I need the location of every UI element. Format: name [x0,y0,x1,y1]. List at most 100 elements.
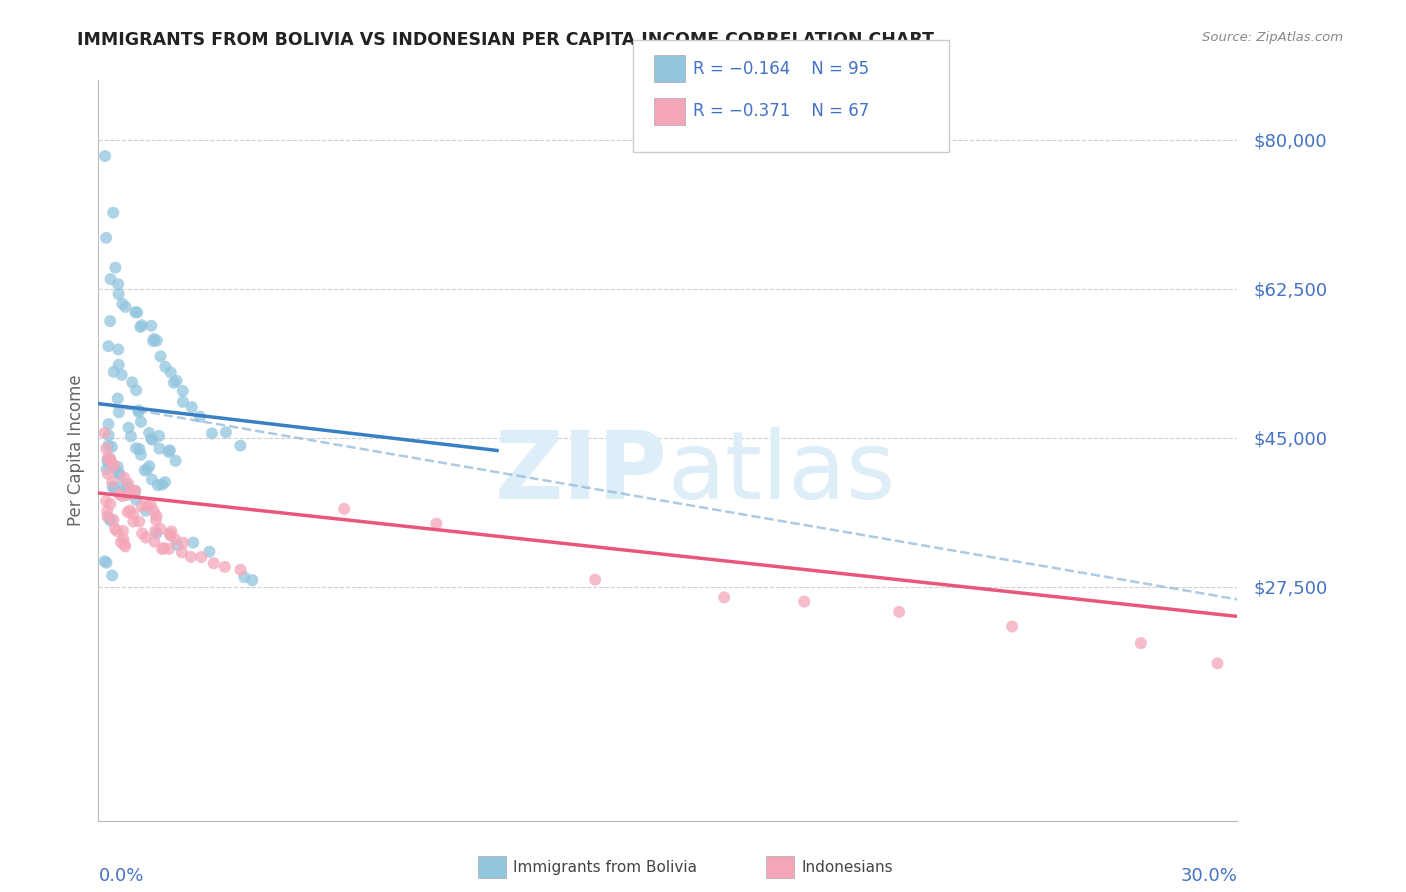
Point [111,489,134,503]
Point [105,524,128,538]
Point [118,503,141,517]
Point [111,477,134,491]
Point [131,318,153,333]
Point [128,403,150,417]
Text: Source: ZipAtlas.com: Source: ZipAtlas.com [1202,31,1343,45]
Point [159,366,181,380]
Point [111,297,134,311]
Point [131,526,153,541]
Point [122,515,145,529]
Point [97,450,120,465]
Point [333,502,356,516]
Text: R = −0.164    N = 95: R = −0.164 N = 95 [693,60,869,78]
Point [166,538,188,552]
Text: IMMIGRANTS FROM BOLIVIA VS INDONESIAN PER CAPITA INCOME CORRELATION CHART: IMMIGRANTS FROM BOLIVIA VS INDONESIAN PE… [77,31,935,49]
Point [128,405,150,419]
Point [166,374,188,388]
Point [143,332,166,346]
Point [97,511,120,525]
Point [1206,657,1229,671]
Point [100,272,122,286]
Point [112,470,135,484]
Point [153,541,176,555]
Point [139,498,162,512]
Point [165,454,187,468]
Point [125,383,148,397]
Point [117,476,139,491]
Point [134,463,156,477]
Point [120,429,142,443]
Point [128,515,150,529]
Point [159,443,181,458]
Point [103,206,125,220]
Point [103,458,125,473]
Point [107,405,129,419]
Text: R = −0.371    N = 67: R = −0.371 N = 67 [693,103,869,120]
Point [1129,636,1152,650]
Point [143,524,166,538]
Point [145,513,167,527]
Point [135,531,157,545]
Point [111,524,134,538]
Point [214,559,236,574]
Point [165,532,187,546]
Point [141,318,163,333]
Point [98,452,121,467]
Point [104,522,127,536]
Point [96,462,118,476]
Point [112,537,135,551]
Point [159,527,181,541]
Point [139,432,162,446]
Point [101,480,124,494]
Point [233,570,256,584]
Point [124,483,146,498]
Point [117,420,139,434]
Point [124,305,146,319]
Point [98,451,121,466]
Point [142,504,165,518]
Point [93,554,115,568]
Point [190,549,212,564]
Point [114,484,136,499]
Text: ZIP: ZIP [495,426,668,518]
Point [101,475,124,489]
Point [129,415,152,429]
Point [103,482,125,496]
Point [107,459,129,474]
Point [136,499,159,513]
Point [142,334,165,348]
Point [145,526,167,541]
Point [172,535,194,549]
Point [198,544,221,558]
Point [201,426,224,441]
Y-axis label: Per Capita Income: Per Capita Income [66,375,84,526]
Point [150,542,173,557]
Point [100,497,122,511]
Point [97,439,120,453]
Point [163,376,186,390]
Point [108,487,131,501]
Point [148,442,170,456]
Point [96,509,118,524]
Point [141,433,163,447]
Point [240,573,263,587]
Point [117,479,139,493]
Point [157,445,180,459]
Point [107,358,129,372]
Point [122,507,145,521]
Point [107,392,129,406]
Text: Indonesians: Indonesians [801,860,893,874]
Point [120,484,142,499]
Point [583,573,606,587]
Point [94,149,117,163]
Point [97,428,120,442]
Point [96,453,118,467]
Point [153,475,176,490]
Point [129,448,152,462]
Point [793,594,815,608]
Text: 30.0%: 30.0% [1181,867,1237,886]
Point [172,394,194,409]
Point [136,462,159,476]
Point [101,440,124,454]
Point [181,535,204,549]
